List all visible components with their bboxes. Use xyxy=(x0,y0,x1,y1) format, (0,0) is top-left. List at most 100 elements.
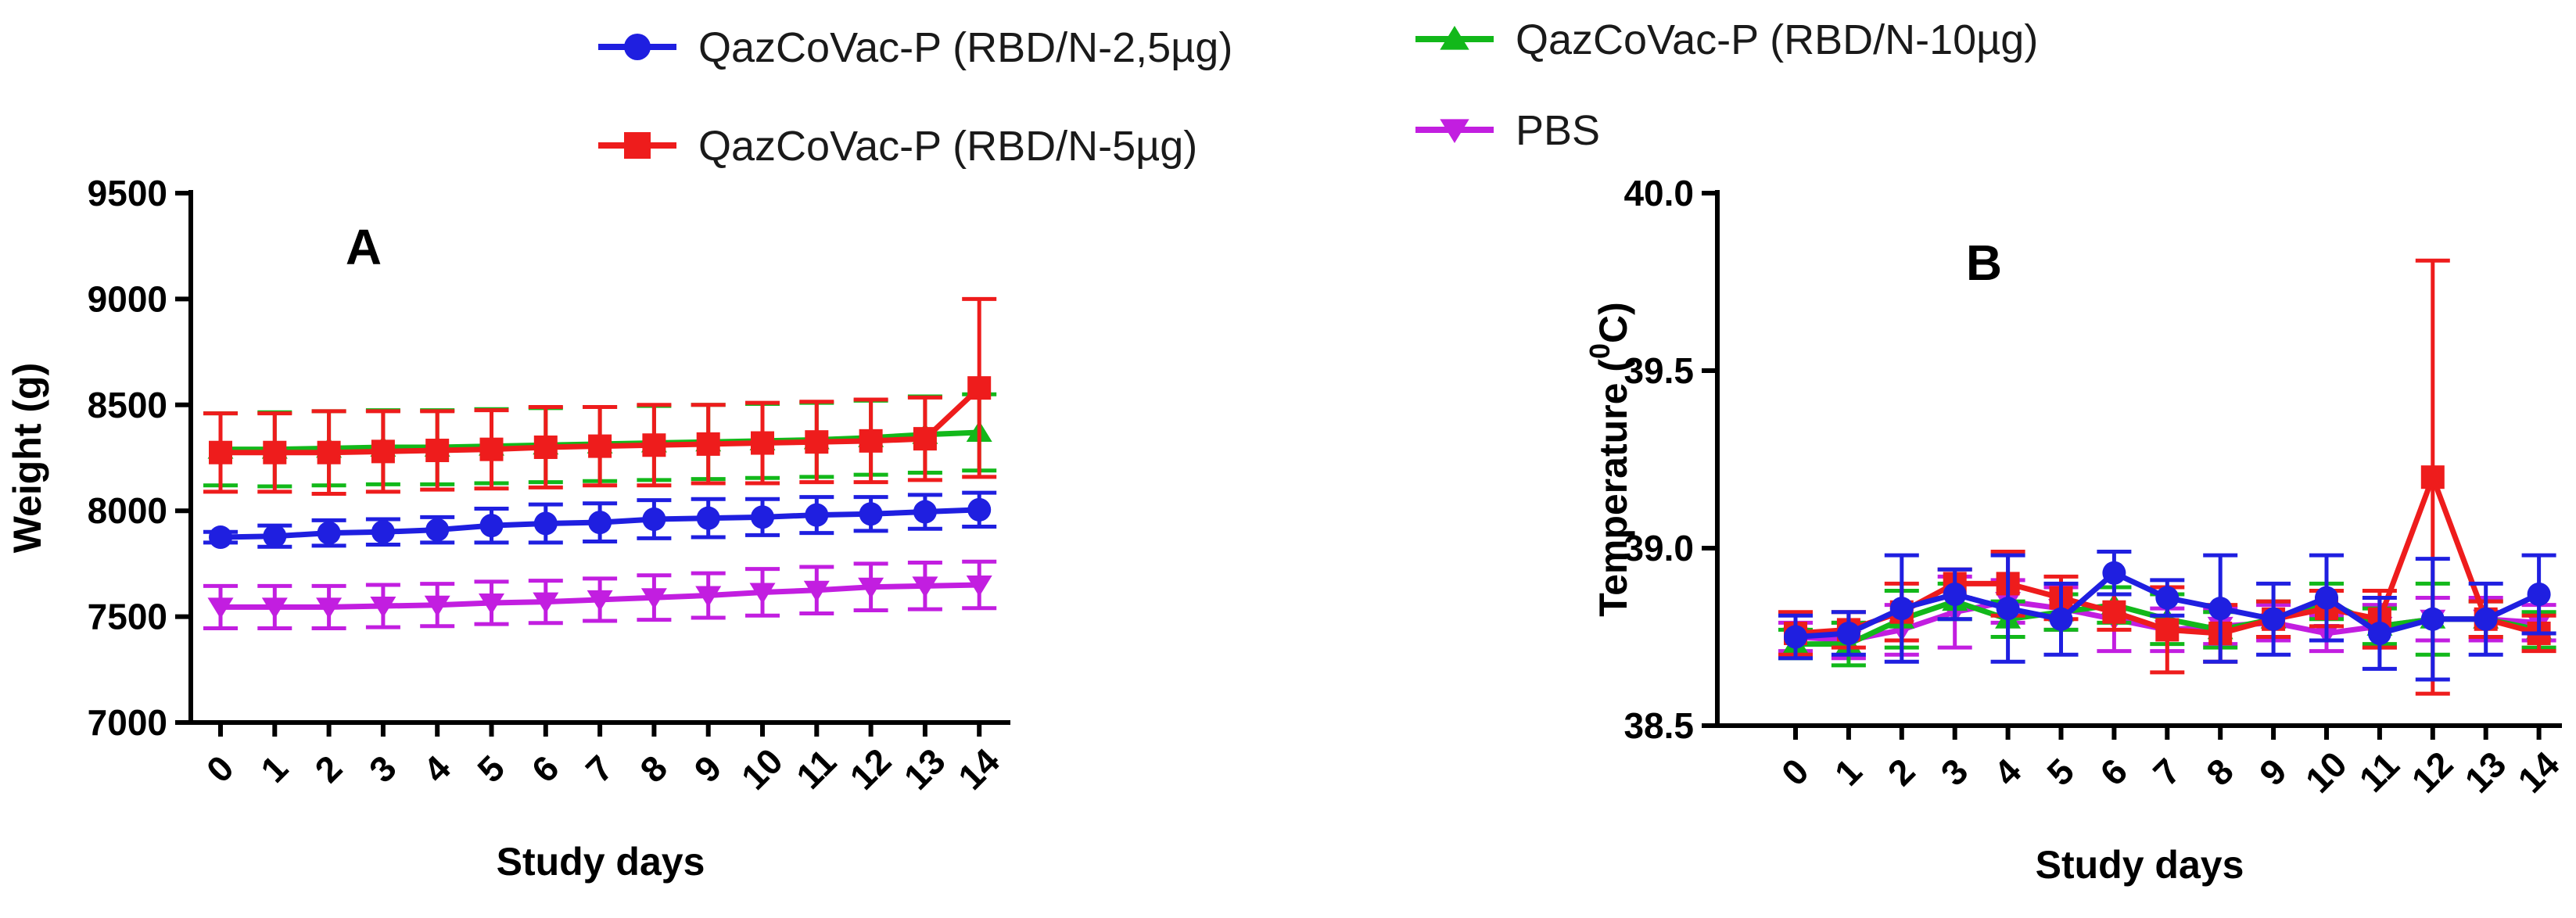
data-point xyxy=(261,597,288,619)
data-point xyxy=(640,588,667,610)
data-point xyxy=(2155,586,2180,610)
data-point xyxy=(858,577,884,599)
data-point xyxy=(207,597,234,619)
panel-letter: A xyxy=(346,219,382,275)
x-tick-label: 13 xyxy=(2457,744,2514,801)
x-tick-label: 2 xyxy=(1880,751,1923,794)
data-point xyxy=(1784,625,1807,649)
data-point xyxy=(859,502,883,526)
x-tick-label: 5 xyxy=(2039,751,2082,794)
data-point xyxy=(642,507,666,532)
data-point xyxy=(805,430,829,454)
x-tick-label: 6 xyxy=(2092,751,2135,794)
legend-marker-square xyxy=(624,132,651,159)
series-circle xyxy=(1778,550,2556,682)
data-point xyxy=(424,595,450,617)
y-axis-title-superscript: 0 xyxy=(1584,343,1616,359)
data-point xyxy=(2420,465,2445,489)
x-tick-label: 9 xyxy=(687,748,730,791)
data-point xyxy=(913,427,937,451)
data-point xyxy=(912,576,938,598)
x-tick-label: 6 xyxy=(524,748,567,791)
x-tick-label: 14 xyxy=(2510,744,2567,801)
x-axis-title: Study days xyxy=(2036,843,2244,887)
x-tick-label: 3 xyxy=(361,748,404,791)
data-point xyxy=(966,575,992,597)
x-tick-label: 1 xyxy=(1827,751,1870,794)
x-tick-label: 12 xyxy=(841,740,899,798)
data-point xyxy=(588,434,612,458)
data-point xyxy=(913,500,937,524)
y-tick-label: 39.0 xyxy=(1623,528,1694,568)
data-point xyxy=(587,590,613,611)
data-point xyxy=(425,439,450,463)
data-point xyxy=(263,440,287,464)
data-point xyxy=(2155,618,2180,642)
data-point xyxy=(859,429,883,453)
data-point xyxy=(263,524,287,548)
data-point xyxy=(317,440,341,464)
data-point xyxy=(1836,621,1860,645)
data-point xyxy=(1996,597,2020,621)
series-triangle-down xyxy=(203,559,997,630)
x-axis-title: Study days xyxy=(497,840,705,884)
x-tick-label: 11 xyxy=(788,741,844,797)
y-tick-label: 39.5 xyxy=(1623,350,1694,391)
x-tick-label: 9 xyxy=(2251,751,2294,794)
data-point xyxy=(751,431,774,455)
data-point xyxy=(588,511,612,535)
legend-marker-triangle-down xyxy=(1440,119,1469,143)
legend: QazCoVac-P (RBD/N-2,5µg) QazCoVac-P (RBD/… xyxy=(598,16,2038,170)
data-point xyxy=(2474,607,2498,631)
data-point xyxy=(2420,607,2445,631)
x-tick-label: 1 xyxy=(253,748,296,791)
legend-label: PBS xyxy=(1516,107,1600,154)
data-point xyxy=(371,439,395,464)
data-point xyxy=(803,580,830,602)
x-tick-label: 0 xyxy=(1774,751,1817,794)
data-point xyxy=(371,520,395,544)
data-point xyxy=(2262,607,2286,631)
data-point xyxy=(317,521,341,545)
data-point xyxy=(749,583,776,604)
data-point xyxy=(2102,600,2126,624)
y-axis-title-unit: C) xyxy=(1591,302,1635,343)
x-tick-label: 11 xyxy=(2352,744,2407,800)
x-tick-label: 3 xyxy=(1933,751,1976,794)
x-tick-label: 8 xyxy=(632,748,675,791)
y-tick-label: 9500 xyxy=(88,173,167,213)
x-tick-label: 4 xyxy=(1986,751,2029,794)
data-point xyxy=(2102,561,2126,585)
data-point xyxy=(209,440,232,464)
data-point xyxy=(209,525,232,550)
y-tick-label: 7000 xyxy=(88,702,167,743)
data-point xyxy=(805,503,829,527)
x-tick-label: 4 xyxy=(415,748,458,791)
y-tick-label: 40.0 xyxy=(1623,173,1694,213)
y-axis-title: Weight (g) xyxy=(5,363,49,553)
data-point xyxy=(696,432,720,456)
data-point xyxy=(479,593,504,615)
legend-marker-circle xyxy=(624,34,651,60)
data-point xyxy=(425,518,450,542)
y-tick-label: 7500 xyxy=(88,597,167,637)
legend-label: QazCoVac-P (RBD/N-5µg) xyxy=(698,123,1197,170)
series-square xyxy=(203,296,997,497)
data-point xyxy=(2049,607,2073,631)
data-point xyxy=(967,376,992,400)
x-tick-label: 7 xyxy=(578,748,621,791)
data-point xyxy=(479,437,504,461)
x-tick-label: 12 xyxy=(2404,744,2461,801)
data-point xyxy=(695,586,722,608)
x-tick-label: 2 xyxy=(307,748,350,791)
data-point xyxy=(370,597,396,619)
y-tick-label: 8000 xyxy=(88,490,167,531)
x-tick-label: 10 xyxy=(2298,744,2355,801)
y-tick-label: 38.5 xyxy=(1623,705,1694,746)
legend-label: QazCoVac-P (RBD/N-10µg) xyxy=(1516,16,2038,63)
data-point xyxy=(642,433,666,457)
data-point xyxy=(2367,621,2391,645)
x-tick-label: 0 xyxy=(199,748,242,791)
